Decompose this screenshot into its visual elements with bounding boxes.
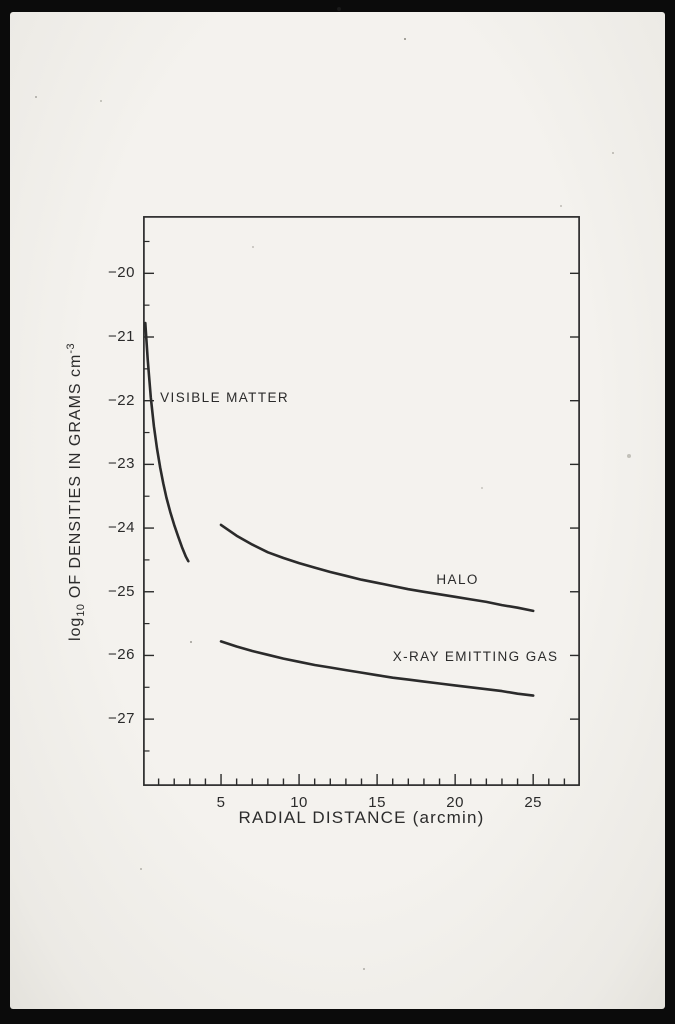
x-tick-label: 5 — [216, 794, 226, 811]
x-tick-label: 20 — [446, 794, 464, 811]
x-tick-label: 15 — [368, 794, 386, 811]
curve-label-xray-emitting-gas: X-RAY EMITTING GAS — [392, 648, 559, 664]
y-tick-label: −21 — [108, 328, 135, 345]
dust-specks — [0, 0, 2, 2]
y-tick-label: −20 — [108, 264, 135, 282]
y-axis-title-prefix: log — [67, 616, 85, 642]
y-tick-label: −27 — [108, 710, 135, 728]
y-tick-label: −23 — [108, 455, 135, 473]
x-axis-title: RADIAL DISTANCE (arcmin) — [238, 808, 485, 827]
y-tick-label: −26 — [108, 646, 135, 664]
curve-label-visible-matter: VISIBLE MATTER — [160, 389, 290, 405]
y-tick-label: −22 — [108, 391, 135, 409]
y-tick-label: −25 — [108, 582, 135, 600]
plot-svg — [143, 216, 580, 786]
paper — [10, 12, 665, 1009]
y-tick-label: −24 — [108, 519, 135, 537]
y-axis-title-subscript: 10 — [74, 603, 87, 617]
x-tick-label: 10 — [290, 794, 308, 811]
x-tick-label: 25 — [524, 794, 543, 811]
curve-label-halo: HALO — [436, 572, 479, 588]
